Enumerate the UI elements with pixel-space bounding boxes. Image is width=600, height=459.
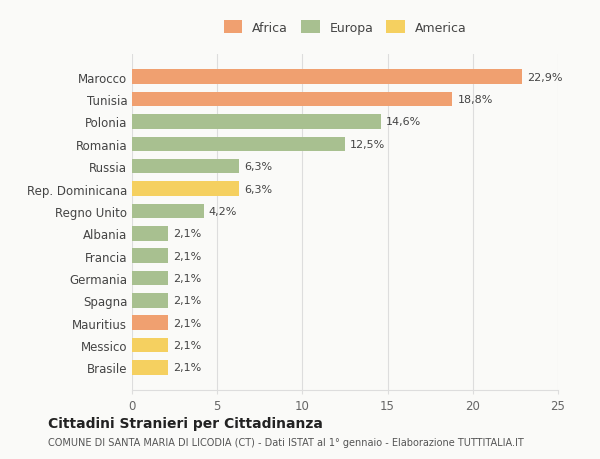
Text: 2,1%: 2,1%	[173, 341, 201, 350]
Text: COMUNE DI SANTA MARIA DI LICODIA (CT) - Dati ISTAT al 1° gennaio - Elaborazione : COMUNE DI SANTA MARIA DI LICODIA (CT) - …	[48, 437, 524, 447]
Text: 14,6%: 14,6%	[386, 117, 421, 127]
Bar	[132, 93, 452, 107]
Bar	[132, 271, 168, 285]
Text: 6,3%: 6,3%	[244, 184, 272, 194]
Text: 2,1%: 2,1%	[173, 229, 201, 239]
Bar	[132, 182, 239, 196]
Bar	[132, 70, 522, 85]
Bar	[132, 115, 381, 129]
Bar	[132, 160, 239, 174]
Text: 2,1%: 2,1%	[173, 274, 201, 283]
Bar	[132, 137, 345, 152]
Text: 2,1%: 2,1%	[173, 318, 201, 328]
Text: 22,9%: 22,9%	[527, 73, 563, 83]
Text: 4,2%: 4,2%	[209, 207, 237, 217]
Bar	[132, 316, 168, 330]
Text: Cittadini Stranieri per Cittadinanza: Cittadini Stranieri per Cittadinanza	[48, 416, 323, 430]
Text: 2,1%: 2,1%	[173, 251, 201, 261]
Text: 18,8%: 18,8%	[457, 95, 493, 105]
Text: 2,1%: 2,1%	[173, 296, 201, 306]
Bar	[132, 360, 168, 375]
Text: 2,1%: 2,1%	[173, 363, 201, 373]
Legend: Africa, Europa, America: Africa, Europa, America	[224, 21, 466, 35]
Bar	[132, 227, 168, 241]
Bar	[132, 338, 168, 353]
Text: 12,5%: 12,5%	[350, 140, 385, 150]
Bar	[132, 293, 168, 308]
Bar	[132, 204, 203, 218]
Text: 6,3%: 6,3%	[244, 162, 272, 172]
Bar	[132, 249, 168, 263]
